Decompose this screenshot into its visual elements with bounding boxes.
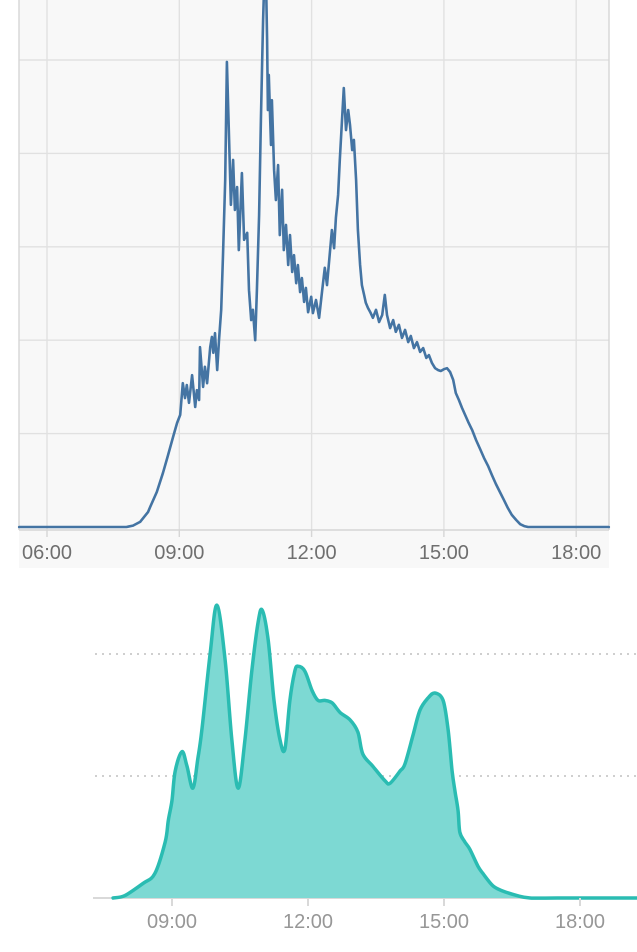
x-axis: 09:00 12:00 15:00 18:00 <box>147 898 605 933</box>
x-tick-label: 09:00 <box>154 542 204 564</box>
plot-frame <box>18 0 610 531</box>
production-area-chart-svg[interactable]: 09:00 12:00 15:00 18:00 <box>0 569 637 952</box>
production-area-stroke <box>111 603 637 900</box>
production-line-series <box>17 0 611 529</box>
x-tick-label: 09:00 <box>147 911 197 933</box>
x-tick-label: 12:00 <box>287 542 337 564</box>
production-area-fill <box>113 605 637 899</box>
x-tick-label: 15:00 <box>419 542 469 564</box>
x-tick-label: 06:00 <box>22 542 72 564</box>
production-line-chart-svg[interactable]: 06:00 09:00 12:00 15:00 18:00 <box>0 0 637 569</box>
production-area-chart[interactable]: 09:00 12:00 15:00 18:00 <box>0 569 637 952</box>
x-tick-label: 18:00 <box>555 911 605 933</box>
plot-background <box>19 0 609 568</box>
x-tick-label: 15:00 <box>419 911 469 933</box>
x-tick-label: 18:00 <box>551 542 601 564</box>
gridlines <box>19 0 609 530</box>
x-axis: 06:00 09:00 12:00 15:00 18:00 <box>22 530 601 564</box>
x-tick-label: 12:00 <box>283 911 333 933</box>
production-line-chart[interactable]: 06:00 09:00 12:00 15:00 18:00 <box>0 0 637 569</box>
